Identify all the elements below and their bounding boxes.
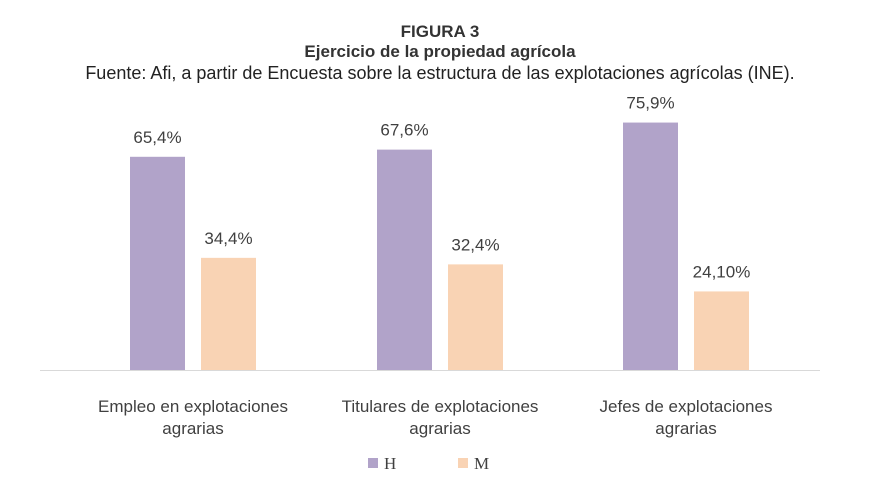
bar-m-2: [694, 291, 749, 370]
data-label: 65,4%: [133, 128, 181, 147]
bar-m-0: [201, 257, 256, 370]
data-label: 34,4%: [204, 229, 252, 248]
x-tick-label: agrarias: [162, 419, 223, 438]
x-tick-label: Titulares de explotaciones: [342, 397, 539, 416]
bar-m-1: [448, 264, 503, 370]
legend-swatch-m: [458, 458, 468, 468]
legend-swatch-h: [368, 458, 378, 468]
chart-subtitle: Fuente: Afi, a partir de Encuesta sobre …: [85, 63, 795, 83]
data-label: 32,4%: [451, 235, 499, 254]
data-label: 75,9%: [626, 94, 674, 113]
chart-title: Ejercicio de la propiedad agrícola: [304, 42, 576, 61]
legend-label: M: [474, 454, 489, 473]
figure-label: FIGURA 3: [400, 22, 480, 41]
bar-h-1: [377, 149, 432, 370]
x-tick-label: agrarias: [409, 419, 470, 438]
data-label: 24,10%: [693, 262, 751, 281]
bar-h-0: [130, 156, 185, 370]
x-tick-label: agrarias: [655, 419, 716, 438]
x-tick-label: Empleo en explotaciones: [98, 397, 288, 416]
legend-label: H: [384, 454, 396, 473]
data-label: 67,6%: [380, 121, 428, 140]
bar-h-2: [623, 122, 678, 370]
x-tick-label: Jefes de explotaciones: [600, 397, 773, 416]
